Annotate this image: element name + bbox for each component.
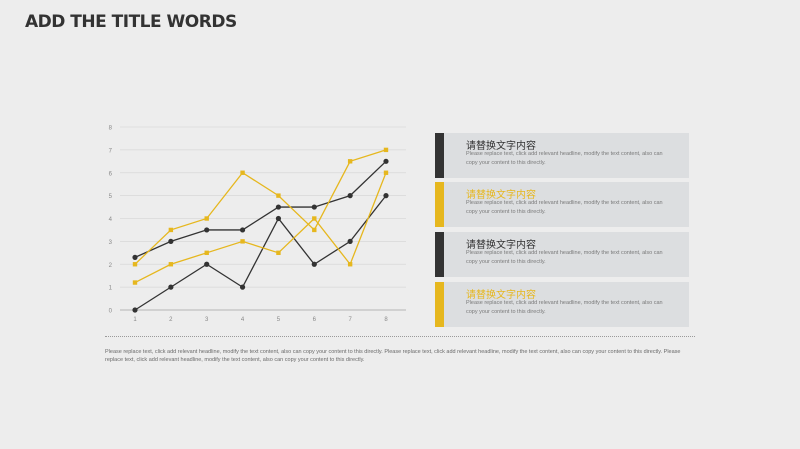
data-point <box>204 250 209 256</box>
data-point <box>276 250 281 256</box>
data-point <box>312 216 317 221</box>
y-tick-label: 7 <box>109 148 113 154</box>
info-card: 请替换文字内容 Please replace text, click add r… <box>435 282 689 327</box>
x-tick-label: 8 <box>384 317 388 323</box>
data-point <box>383 147 389 153</box>
x-tick-label: 1 <box>133 317 137 323</box>
data-point <box>275 204 282 210</box>
data-point <box>132 307 138 313</box>
data-point <box>383 193 389 199</box>
card-title: 请替换文字内容 <box>466 190 536 201</box>
data-point <box>168 262 174 267</box>
y-tick-label: 3 <box>109 240 113 246</box>
card-body: Please replace text, click add relevant … <box>466 250 663 265</box>
y-tick-label: 5 <box>109 194 113 200</box>
data-point <box>240 170 245 175</box>
series-line-3 <box>134 172 387 284</box>
footer-text: Please replace text, click add relevant … <box>105 349 681 363</box>
card-title: 请替换文字内容 <box>466 141 536 152</box>
card-body: Please replace text, click add relevant … <box>466 200 663 215</box>
x-tick-label: 5 <box>277 317 281 323</box>
series-line-2 <box>134 160 387 258</box>
data-point <box>132 254 138 260</box>
y-tick-label: 2 <box>109 263 113 269</box>
data-point <box>311 261 317 267</box>
card-accent-bar <box>435 232 444 277</box>
data-point <box>132 280 138 285</box>
info-card: 请替换文字内容 Please replace text, click add r… <box>435 133 689 178</box>
page-title: ADD THE TITLE WORDS <box>25 12 237 32</box>
card-accent-bar <box>435 133 444 178</box>
card-body: Please replace text, click add relevant … <box>466 300 663 315</box>
data-point <box>239 227 246 233</box>
data-point <box>276 193 281 198</box>
y-tick-label: 8 <box>109 126 113 132</box>
card-title: 请替换文字内容 <box>466 240 536 251</box>
info-card: 请替换文字内容 Please replace text, click add r… <box>435 182 689 227</box>
data-point <box>347 262 353 267</box>
data-point <box>275 215 282 222</box>
data-point <box>168 284 174 290</box>
card-accent-bar <box>435 282 444 327</box>
data-point <box>383 170 389 175</box>
data-point <box>347 159 353 164</box>
y-tick-label: 0 <box>109 309 113 315</box>
x-tick-label: 6 <box>313 317 317 323</box>
data-point <box>204 261 210 267</box>
data-point <box>168 238 174 244</box>
card-body: Please replace text, click add relevant … <box>466 151 663 166</box>
data-point <box>204 216 209 221</box>
data-point <box>204 227 210 233</box>
info-card: 请替换文字内容 Please replace text, click add r… <box>435 232 689 277</box>
data-point <box>311 204 317 210</box>
x-tick-label: 2 <box>169 317 173 323</box>
y-tick-label: 1 <box>109 286 113 292</box>
x-tick-label: 4 <box>241 317 245 323</box>
data-point <box>347 193 353 199</box>
series-line-1 <box>134 195 387 311</box>
data-point <box>347 238 353 244</box>
divider <box>105 336 695 337</box>
data-point <box>168 227 174 233</box>
data-point <box>240 239 245 244</box>
y-tick-label: 4 <box>109 217 113 223</box>
x-tick-label: 3 <box>205 317 209 323</box>
card-title: 请替换文字内容 <box>466 290 536 301</box>
y-tick-label: 6 <box>109 171 113 177</box>
data-point <box>239 284 246 290</box>
card-accent-bar <box>435 182 444 227</box>
x-tick-label: 7 <box>348 317 352 323</box>
data-point <box>132 262 138 267</box>
data-point <box>383 158 389 164</box>
series-line-4 <box>134 149 387 265</box>
data-point <box>312 227 317 233</box>
